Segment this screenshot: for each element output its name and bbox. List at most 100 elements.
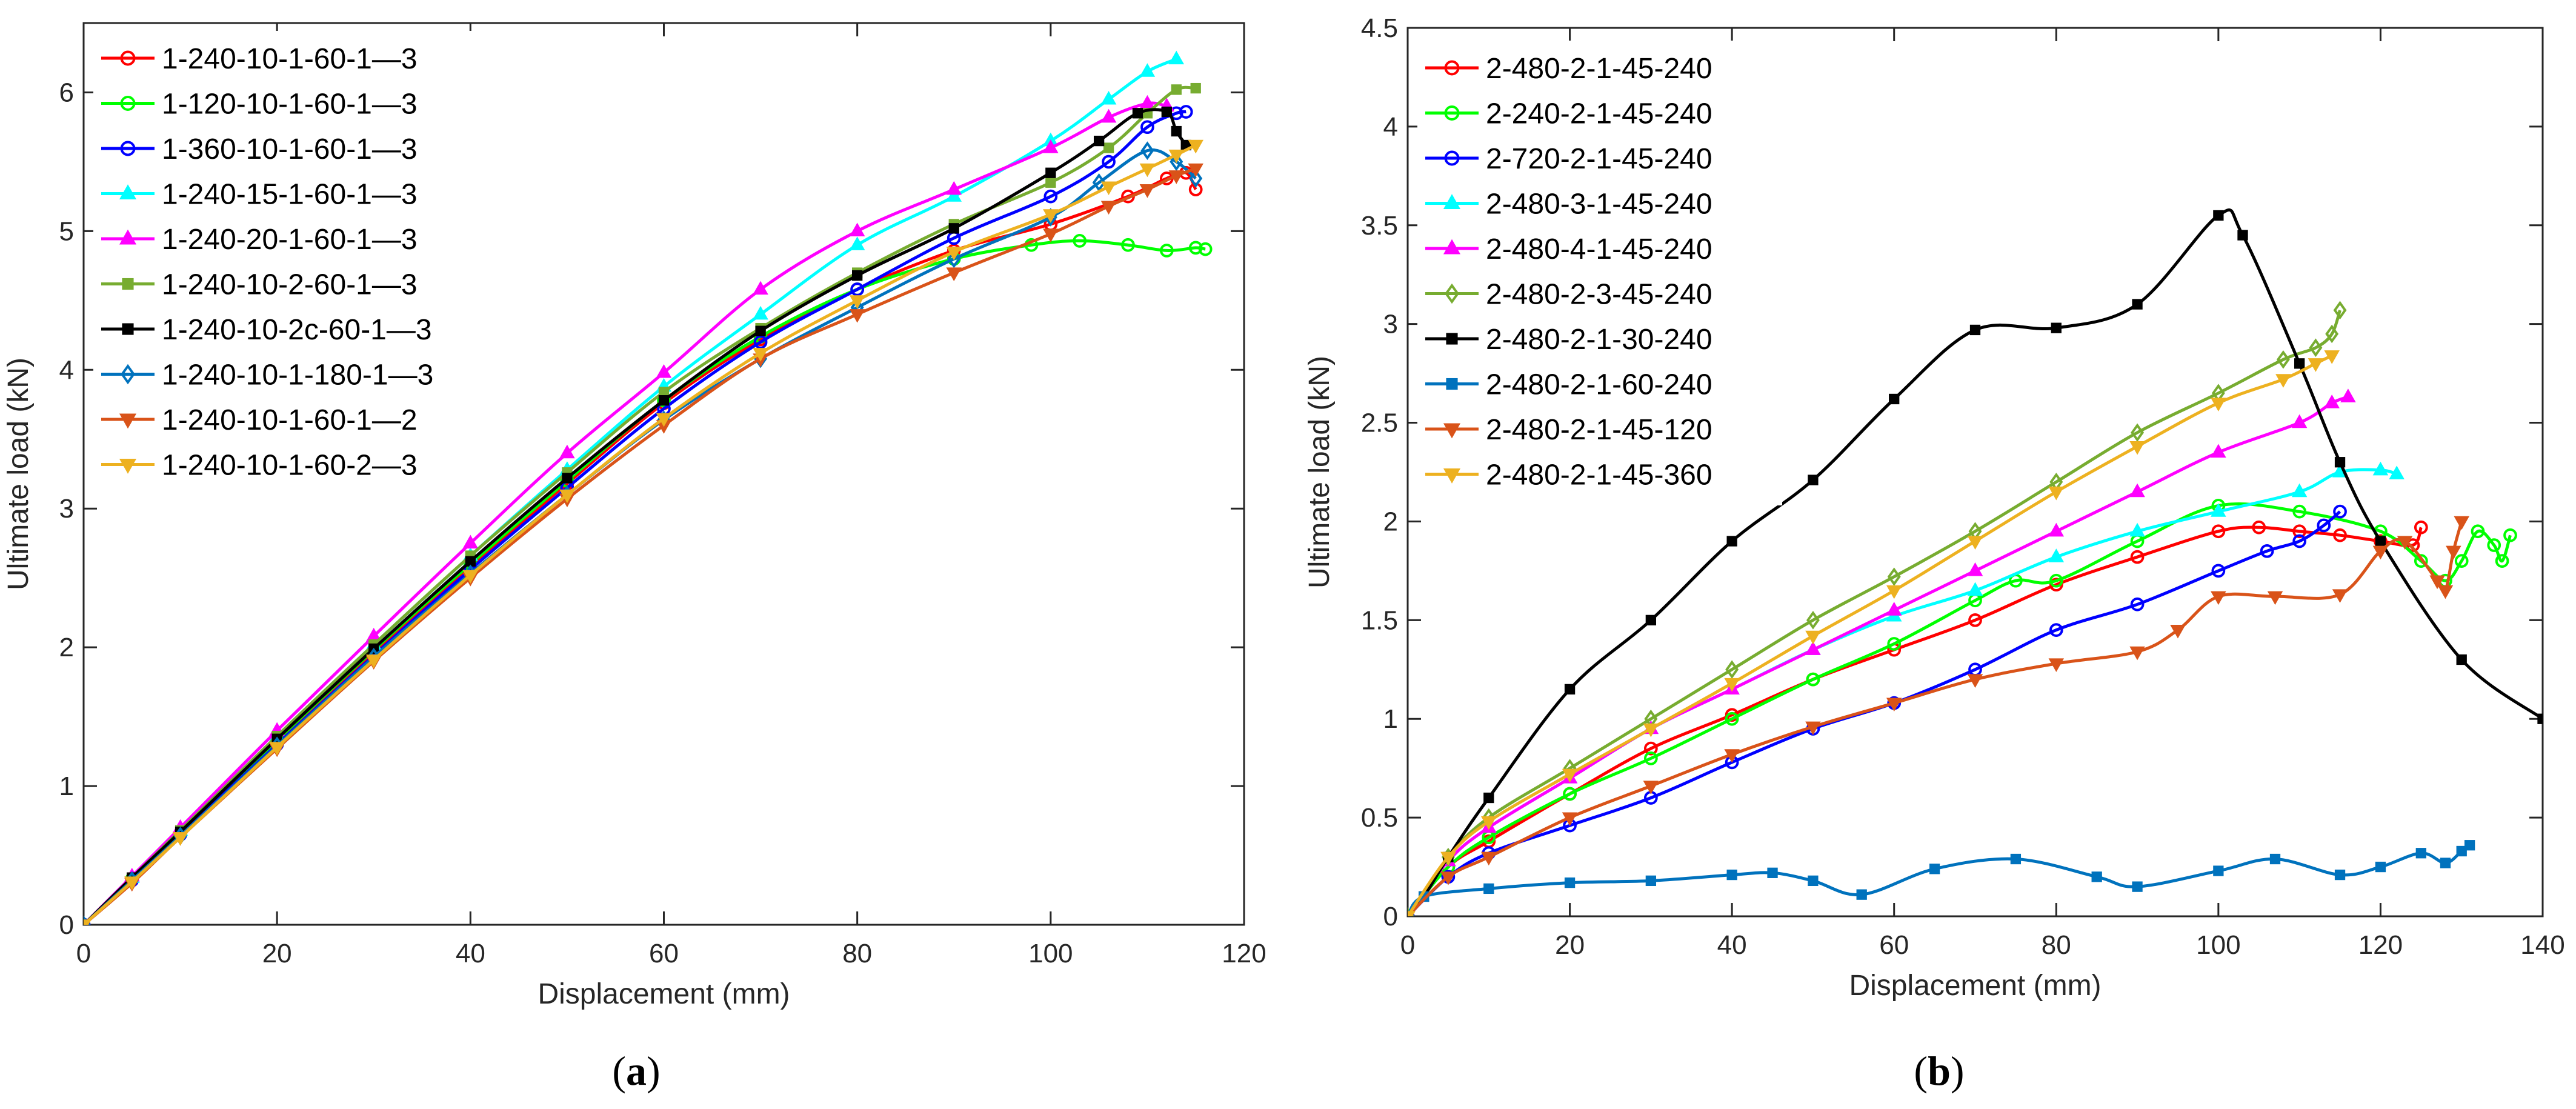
data-point — [1140, 141, 1154, 160]
data-point — [1440, 851, 1456, 866]
legend-entry: 2-240-2-1-45-240 — [1486, 98, 1712, 130]
legend-entry: 1-240-20-1-60-1—3 — [162, 224, 418, 256]
data-point — [1887, 567, 1901, 587]
legend-entry: 2-720-2-1-45-240 — [1486, 143, 1712, 175]
data-point — [365, 654, 382, 668]
data-point — [2503, 528, 2517, 542]
legend-entry: 1-360-10-1-60-1—3 — [162, 133, 418, 165]
data-point — [1179, 105, 1193, 119]
series-group — [1408, 208, 2543, 916]
legend-marker — [122, 278, 134, 290]
legend-entry: 2-480-2-3-45-240 — [1486, 279, 1712, 311]
legend-marker — [1446, 333, 1458, 345]
data-point — [2048, 486, 2065, 501]
data-point — [1043, 139, 1059, 153]
panel-caption: (b) — [1914, 1048, 1964, 1094]
data-point — [1440, 871, 1456, 885]
data-point — [2049, 623, 2063, 637]
y-tick-label: 0 — [1383, 902, 1398, 931]
legend-marker — [121, 364, 135, 385]
data-point — [1139, 184, 1156, 198]
data-point — [462, 535, 479, 549]
data-point — [1481, 816, 1497, 830]
data-point — [1564, 877, 1576, 888]
x-tick-label: 140 — [2520, 930, 2564, 960]
data-point — [1805, 641, 1821, 655]
data-point — [1045, 177, 1056, 188]
data-point — [1562, 812, 1578, 827]
data-point — [2213, 210, 2224, 221]
data-point — [1856, 889, 1867, 900]
data-point — [2130, 550, 2145, 564]
data-point — [1188, 241, 1203, 255]
data-point — [1967, 562, 1983, 576]
data-point — [755, 325, 766, 336]
y-tick-label: 1 — [1383, 704, 1398, 734]
y-axis-label: Ultimate load (kN) — [1303, 356, 1336, 588]
data-point — [1645, 614, 1657, 625]
data-point — [2429, 575, 2445, 590]
data-point — [1562, 768, 1578, 783]
data-point — [2487, 538, 2501, 552]
data-point — [2131, 423, 2145, 442]
data-point — [2437, 585, 2454, 599]
data-point — [1168, 170, 1185, 184]
data-point — [753, 335, 768, 349]
data-point — [1724, 678, 1740, 692]
data-point — [1968, 613, 1982, 627]
data-point — [2048, 522, 2065, 537]
data-point — [172, 832, 188, 846]
data-point — [1563, 787, 1577, 801]
legend-marker — [1444, 60, 1460, 76]
y-tick-label: 3.5 — [1361, 211, 1398, 241]
x-tick-label: 100 — [1028, 939, 1073, 968]
data-point — [2332, 589, 2348, 603]
x-tick-label: 80 — [2042, 930, 2071, 960]
data-point — [2456, 845, 2467, 857]
series-line — [1408, 395, 2349, 916]
data-point — [2267, 591, 2283, 605]
data-point — [1886, 698, 1902, 712]
data-point — [1121, 238, 1135, 252]
legend-entry: 1-240-10-2c-60-1—3 — [162, 314, 432, 346]
data-point — [1967, 536, 1983, 550]
legend-marker — [119, 229, 137, 245]
data-point — [559, 444, 575, 459]
data-point — [1564, 684, 1576, 695]
legend: 1-240-10-1-60-1—3 1-120-10-1-60-1—3 1-360-… — [93, 31, 498, 496]
data-point — [1102, 155, 1116, 169]
data-point — [2334, 457, 2346, 468]
data-point — [2129, 441, 2145, 455]
data-point — [1043, 209, 1059, 223]
data-point — [2375, 861, 2386, 873]
data-point — [84, 919, 92, 925]
data-point — [1408, 911, 1416, 916]
x-tick-label: 120 — [2358, 930, 2403, 960]
x-tick-label: 40 — [456, 939, 485, 968]
series-group — [84, 50, 1213, 925]
data-point — [2048, 658, 2065, 672]
legend-marker — [1445, 283, 1459, 304]
legend-entry: 1-240-10-2-60-1—3 — [162, 269, 418, 301]
data-point — [1188, 139, 1203, 154]
x-axis-label: Displacement (mm) — [1849, 970, 2101, 1002]
legend-marker — [120, 96, 136, 111]
data-point — [562, 473, 573, 484]
y-tick-label: 0.5 — [1361, 803, 1398, 833]
data-point — [1139, 163, 1156, 178]
data-point — [948, 223, 959, 234]
data-point — [1188, 163, 1203, 178]
data-point — [2372, 545, 2389, 560]
data-point — [2129, 483, 2145, 498]
data-point — [1808, 475, 1819, 485]
data-point — [1171, 84, 1182, 95]
data-point — [2471, 524, 2485, 539]
data-point — [849, 309, 865, 323]
data-point — [2269, 853, 2281, 865]
data-point — [1643, 723, 1659, 738]
data-point — [2049, 573, 2063, 588]
data-point — [1806, 672, 1820, 687]
data-point — [1140, 120, 1154, 135]
data-point — [2495, 554, 2509, 568]
legend-entry: 2-480-2-1-45-120 — [1486, 414, 1712, 446]
